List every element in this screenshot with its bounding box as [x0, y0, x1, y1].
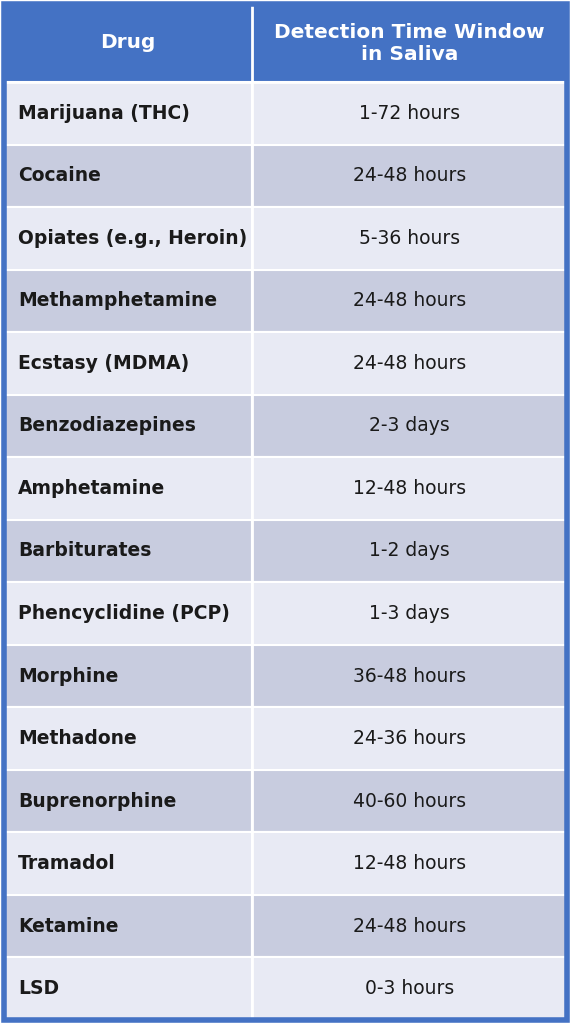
Bar [4, 457, 252, 520]
Bar [4, 520, 252, 583]
Text: 40-60 hours: 40-60 hours [353, 792, 466, 811]
Text: 24-48 hours: 24-48 hours [353, 166, 466, 185]
Bar [4, 269, 252, 332]
Text: Buprenorphine: Buprenorphine [18, 792, 176, 811]
Bar [252, 144, 567, 207]
Bar [4, 957, 252, 1020]
Bar [252, 394, 567, 457]
Text: Drug: Drug [100, 34, 155, 52]
Bar [4, 394, 252, 457]
Text: 24-48 hours: 24-48 hours [353, 916, 466, 936]
Bar [4, 82, 252, 144]
Text: 1-3 days: 1-3 days [369, 604, 450, 623]
Text: LSD: LSD [18, 979, 59, 998]
Bar [4, 833, 252, 895]
Bar [4, 770, 252, 833]
Bar [252, 708, 567, 770]
Text: Barbiturates: Barbiturates [18, 542, 151, 560]
Text: Opiates (e.g., Heroin): Opiates (e.g., Heroin) [18, 228, 247, 248]
Bar [4, 207, 252, 269]
Text: Methadone: Methadone [18, 729, 136, 749]
Bar [4, 332, 252, 394]
Bar [252, 583, 567, 645]
Text: Marijuana (THC): Marijuana (THC) [18, 103, 190, 123]
Bar [4, 144, 252, 207]
Bar [252, 82, 567, 144]
Text: Ketamine: Ketamine [18, 916, 119, 936]
Bar [252, 332, 567, 394]
Bar [252, 4, 567, 82]
Text: 2-3 days: 2-3 days [369, 417, 450, 435]
Bar [252, 269, 567, 332]
Text: 1-72 hours: 1-72 hours [359, 103, 460, 123]
Bar [252, 957, 567, 1020]
Text: 24-48 hours: 24-48 hours [353, 292, 466, 310]
Text: 12-48 hours: 12-48 hours [353, 854, 466, 873]
Bar [252, 833, 567, 895]
Bar [252, 520, 567, 583]
Bar [4, 4, 252, 82]
Bar [4, 708, 252, 770]
Text: Detection Time Window
in Saliva: Detection Time Window in Saliva [274, 23, 545, 63]
Bar [252, 895, 567, 957]
Bar [4, 583, 252, 645]
Bar [4, 645, 252, 708]
Text: 24-48 hours: 24-48 hours [353, 354, 466, 373]
Text: Morphine: Morphine [18, 667, 118, 685]
Text: Methamphetamine: Methamphetamine [18, 292, 217, 310]
Text: 5-36 hours: 5-36 hours [359, 228, 460, 248]
Bar [252, 457, 567, 520]
Text: 0-3 hours: 0-3 hours [365, 979, 454, 998]
Text: Phencyclidine (PCP): Phencyclidine (PCP) [18, 604, 230, 623]
Bar [252, 645, 567, 708]
Text: Tramadol: Tramadol [18, 854, 116, 873]
Bar [252, 207, 567, 269]
Text: Benzodiazepines: Benzodiazepines [18, 417, 196, 435]
Bar [252, 770, 567, 833]
Text: Cocaine: Cocaine [18, 166, 101, 185]
Text: 36-48 hours: 36-48 hours [353, 667, 466, 685]
Text: 12-48 hours: 12-48 hours [353, 479, 466, 498]
Text: 24-36 hours: 24-36 hours [353, 729, 466, 749]
Text: 1-2 days: 1-2 days [369, 542, 450, 560]
Text: Ecstasy (MDMA): Ecstasy (MDMA) [18, 354, 189, 373]
Bar [4, 895, 252, 957]
Text: Amphetamine: Amphetamine [18, 479, 165, 498]
